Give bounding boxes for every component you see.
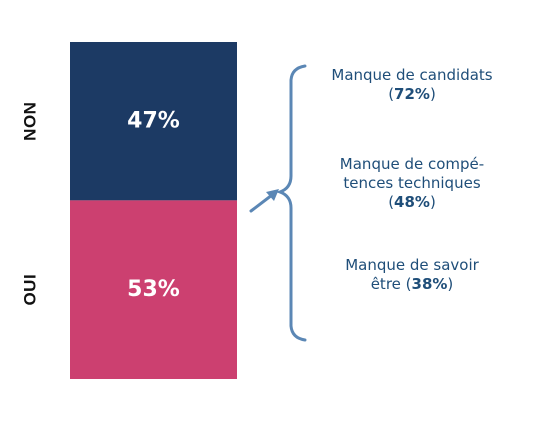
- reason-percentage: 38%: [411, 275, 448, 293]
- category-label: NON: [21, 102, 40, 141]
- reason-text-line: Manque de candidats: [331, 66, 493, 84]
- reason-percentage: 48%: [394, 193, 430, 211]
- reason-text-line: être: [370, 275, 401, 293]
- bar-segment-oui: [70, 200, 237, 379]
- reason-item: Manque de compé- tences techniques (48%): [297, 155, 527, 212]
- reason-text-line: Manque de savoir: [345, 256, 479, 274]
- reason-text-line: Manque de compé-: [339, 155, 485, 173]
- bar-segment-non: [70, 42, 237, 201]
- data-label: 53%: [127, 277, 180, 302]
- data-label: 47%: [127, 109, 180, 134]
- reason-percentage: 72%: [394, 85, 430, 103]
- category-label: OUI: [21, 274, 40, 306]
- curly-brace-icon: [275, 64, 307, 342]
- reason-text-line: tences techniques: [343, 174, 481, 192]
- reason-item: Manque de savoir être (38%): [297, 256, 527, 294]
- reason-item: Manque de candidats (72%): [297, 66, 527, 104]
- arrow-up-right-icon: [249, 189, 279, 213]
